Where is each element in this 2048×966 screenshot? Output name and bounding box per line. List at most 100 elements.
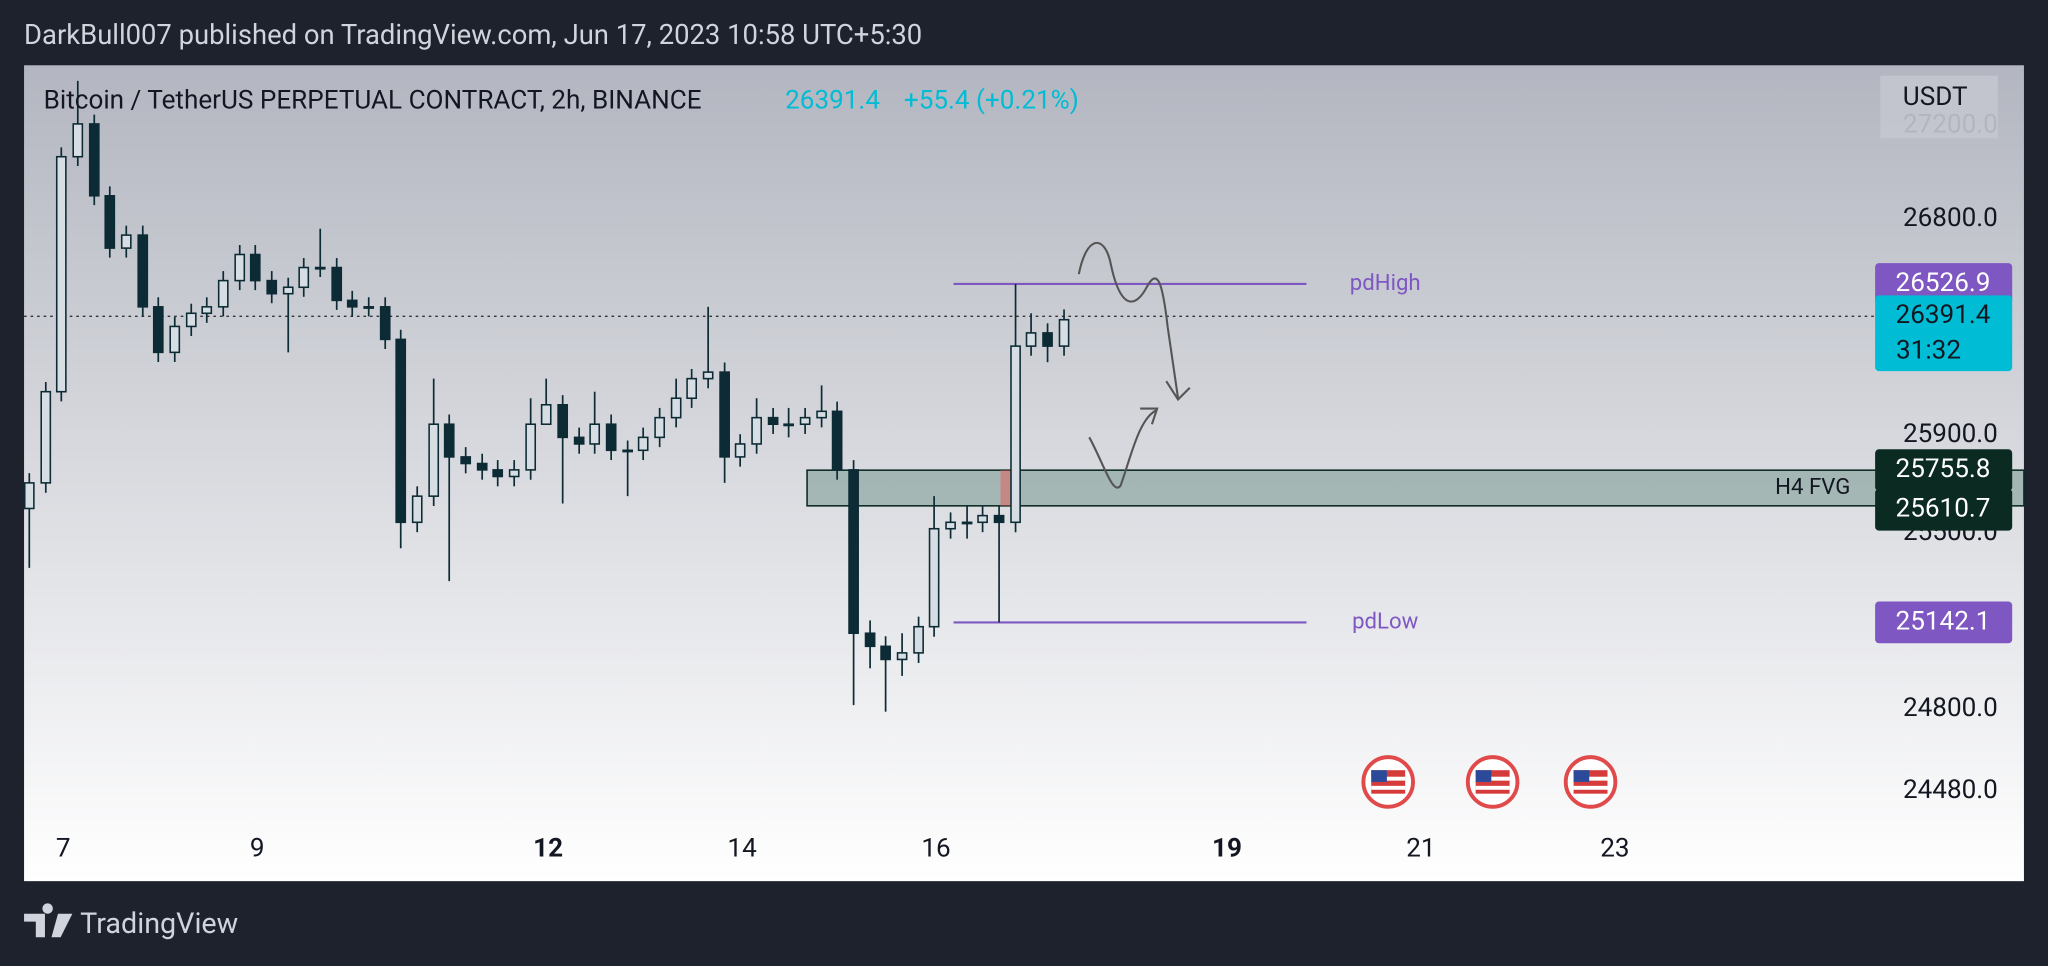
candle-body [525,423,537,471]
candle-body [993,514,1005,524]
level-price-label-box [1875,263,2013,305]
y-tick-label: 25900.0 [1903,419,1998,449]
brand-logo [24,903,73,938]
candle-body [783,423,794,427]
last-price-label-countdown: 31:32 [1896,335,1961,365]
candle-body [928,527,940,628]
currency-label: USDT [1903,82,1968,112]
currency-box [1880,75,1998,139]
candle-body [589,423,601,445]
candle-body [492,469,504,478]
level-label: pdLow [1352,608,1419,634]
candle-body [152,306,164,354]
last-price-label: 26391.4 [1896,300,1991,330]
candle-body [961,521,973,525]
candle-body [72,123,84,158]
candle-body [120,234,132,249]
x-tick-label: 12 [533,834,563,864]
candle-body [217,279,229,308]
candle-body [686,377,698,400]
candle-body [637,436,649,452]
x-tick-label: 23 [1600,834,1629,864]
y-tick-label: 24800.0 [1903,693,1998,723]
candle-body [767,416,779,425]
candle-body [395,338,407,524]
candle-body [896,652,908,661]
candle-body [55,155,67,393]
publish-header: DarkBull007 published on TradingView.com… [24,19,922,51]
candle-body [443,423,455,458]
candle-body [831,410,843,471]
candle-body [1058,318,1070,347]
candle-body [331,266,343,302]
candle-body [201,306,213,315]
candle-body [346,299,358,308]
price-labels: 26526.9 25142.1 26391.4 31:32 25755.8 25610.7 [1875,263,2013,644]
candle-body [1025,332,1037,347]
zone-bottom-label: 25610.7 [1896,494,1991,524]
candle-body [751,416,762,445]
level-price-label-box [1875,601,2013,644]
candle-body [702,371,714,380]
candle-body [557,403,569,439]
x-tick-label: 16 [921,834,950,864]
candle-body [363,306,375,309]
footer: TradingView [24,903,238,941]
candle-body [40,390,52,484]
event-flag [1361,755,1415,809]
candle-body [1010,345,1021,524]
x-tick-label: 21 [1406,834,1435,864]
level-label: pdHigh [1350,270,1421,296]
candle-body [540,403,552,425]
candle-body [23,482,35,510]
candle-body [428,423,440,497]
legend-last-price: 26391.4 [785,86,880,116]
candle-body [379,306,391,341]
candle-body [864,632,876,648]
candle-body [622,449,634,453]
candle-body [848,469,859,635]
x-tick-label: 7 [56,834,71,864]
candle-body [460,456,472,465]
level-price-label: 26526.9 [1896,268,1991,298]
symbol-legend: Bitcoin / TetherUS PERPETUAL CONTRACT, 2… [44,86,702,116]
candle-body [137,234,149,308]
y-tick-label: 24480.0 [1903,775,1998,805]
last-price-label-box [1875,295,2013,372]
projection-arrow-down [1077,242,1191,402]
candle-body [1042,332,1053,347]
zone-top-label: 25755.8 [1896,454,1991,484]
candle-body [573,436,585,445]
event-flag [1465,755,1520,809]
candle-body [476,462,488,471]
x-tick-label: 9 [250,834,265,864]
zone-bottom-label-box [1875,488,2013,531]
x-tick-label: 19 [1212,834,1242,864]
candle-body [719,371,730,458]
candle-body [913,625,924,654]
zone-top-label-box [1875,449,2013,492]
candle-body [670,397,682,419]
candle-body [880,645,891,661]
candle-body [234,253,246,282]
event-flags [1361,755,1618,809]
candle-body [88,123,100,197]
level-price-label: 25142.1 [1896,606,1991,636]
brand-name: TradingView [80,907,238,941]
y-tick-label: 26800.0 [1903,203,1998,233]
candle-body [314,266,326,270]
candle-body [734,443,746,458]
candle-body [282,286,294,295]
legend-change: +55.4 (+0.21%) [904,86,1079,116]
plot: H4 FVG pdHigh pdLow [23,80,2025,712]
candle-body [977,514,988,524]
candle-body [298,266,310,289]
x-tick-label: 14 [727,834,757,864]
candle-body [816,410,827,419]
candle-body [104,195,116,249]
candle-body [266,279,278,295]
candle-body [945,521,956,530]
projection-arrow-up [1088,407,1159,489]
candle-body [185,312,197,328]
